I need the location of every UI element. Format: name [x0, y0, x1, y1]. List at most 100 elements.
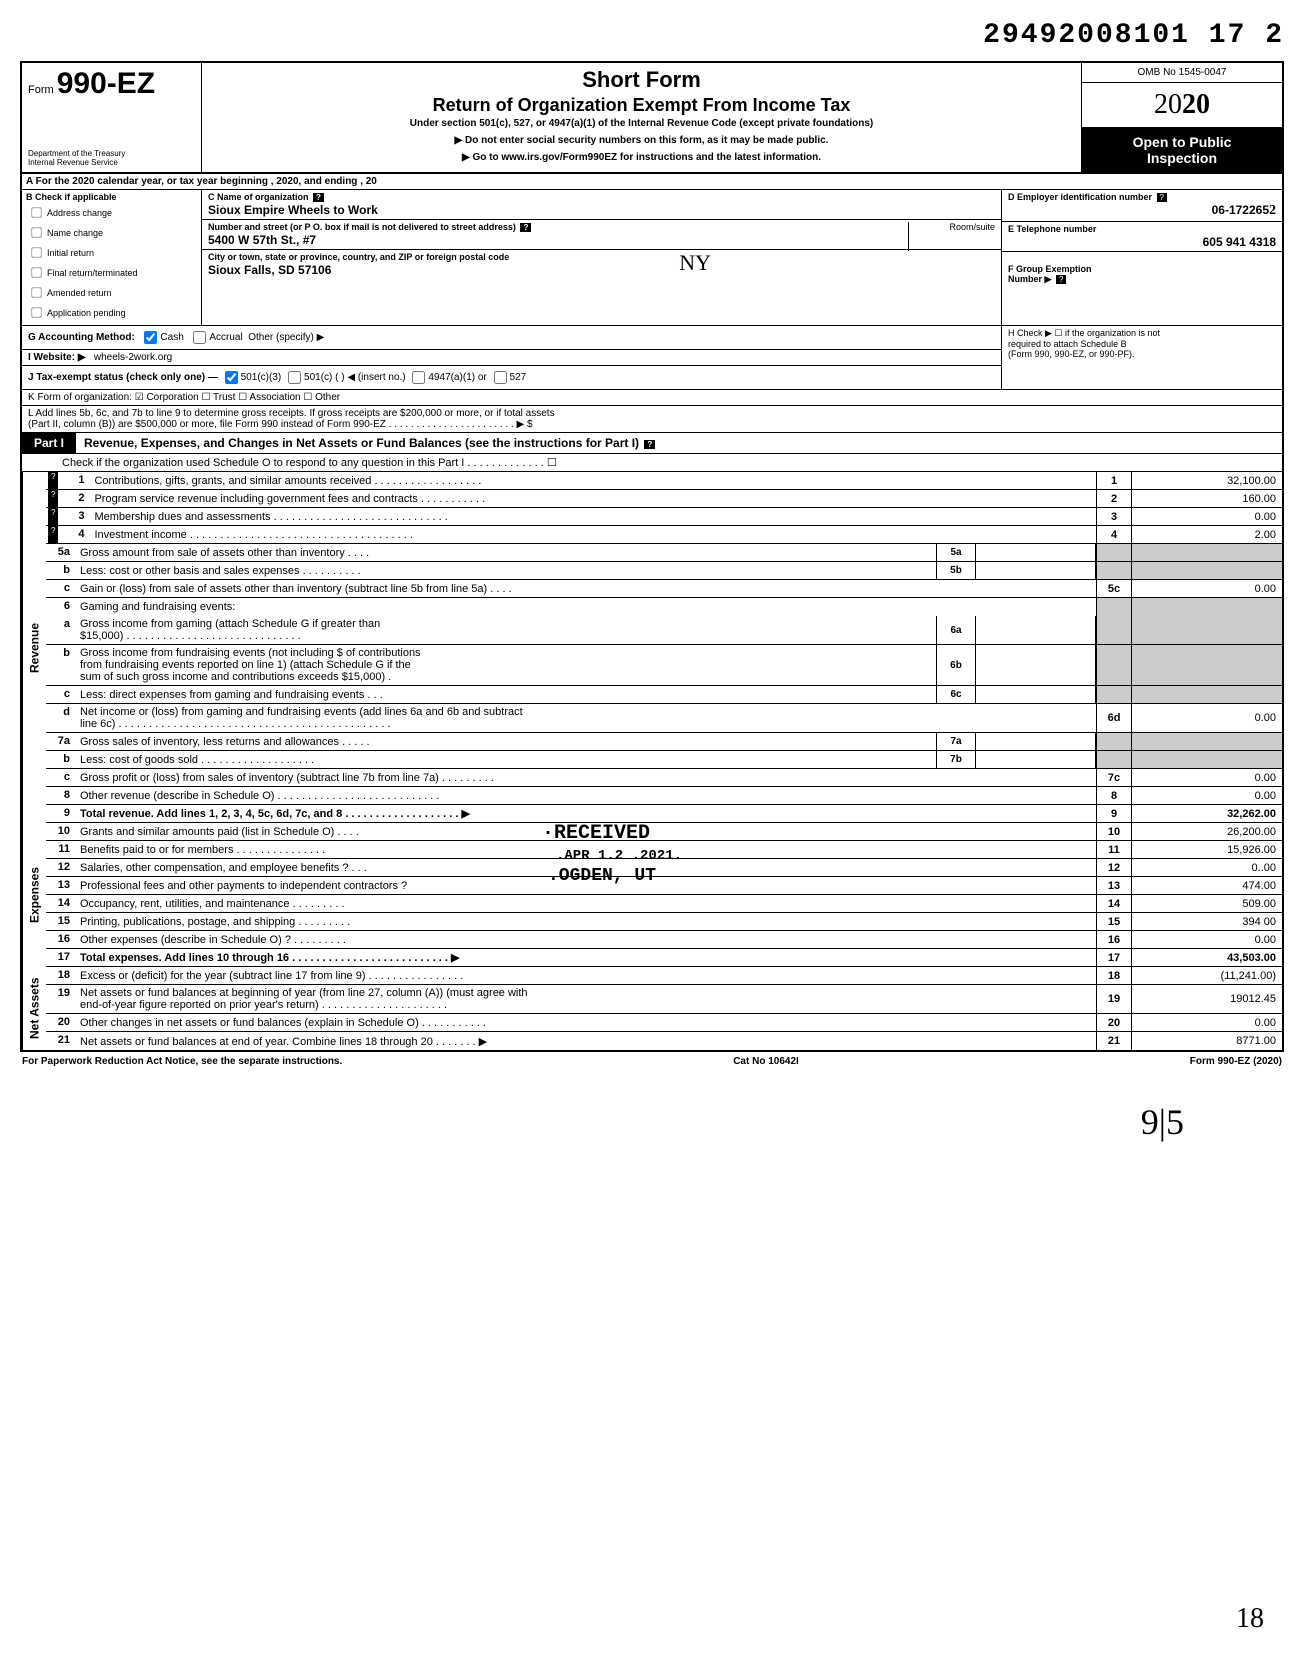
check-if-applicable: B Check if applicable Address change Nam…: [22, 190, 202, 325]
row-k: K Form of organization: ☑ Corporation ☐ …: [22, 390, 1282, 406]
room-suite-label: Room/suite: [908, 222, 995, 251]
line-14-value: 509.00: [1132, 895, 1282, 912]
handwritten-initials: 9|5: [20, 1101, 1284, 1143]
line-8: 8Other revenue (describe in Schedule O) …: [46, 787, 1282, 805]
cash-checkbox[interactable]: [144, 331, 157, 344]
city-state-zip: Sioux Falls, SD 57106: [208, 263, 995, 277]
line-13: 13Professional fees and other payments t…: [46, 877, 1282, 895]
line-6: 6Gaming and fundraising events:: [46, 598, 1282, 616]
handwritten-mark: NY: [679, 250, 711, 276]
help-icon[interactable]: ?: [48, 526, 58, 543]
check-name-change[interactable]: Name change: [26, 223, 197, 242]
line-14: 14Occupancy, rent, utilities, and mainte…: [46, 895, 1282, 913]
accrual-checkbox[interactable]: [193, 331, 206, 344]
section-bcdef: B Check if applicable Address change Nam…: [22, 190, 1282, 326]
line-7c-value: 0.00: [1132, 769, 1282, 786]
row-a-tax-year: A For the 2020 calendar year, or tax yea…: [22, 174, 1282, 190]
scanned-stamp-vertical: SCANNED APR 2 0 2021: [0, 640, 5, 866]
help-icon[interactable]: ?: [313, 193, 324, 202]
help-icon[interactable]: ?: [1056, 275, 1066, 284]
line-7b: bLess: cost of goods sold . . . . . . . …: [46, 751, 1282, 769]
line-6d: dNet income or (loss) from gaming and fu…: [46, 704, 1282, 733]
part1-label: Part I: [22, 433, 76, 453]
header-right: OMB No 1545-0047 2020 Open to Public Ins…: [1082, 63, 1282, 172]
line-5a: 5aGross amount from sale of assets other…: [46, 544, 1282, 562]
line-16: 16Other expenses (describe in Schedule O…: [46, 931, 1282, 949]
line-17: 17Total expenses. Add lines 10 through 1…: [46, 949, 1282, 967]
street-address: 5400 W 57th St., #7: [208, 233, 995, 247]
line-18: 18Excess or (deficit) for the year (subt…: [46, 967, 1282, 985]
line-2-value: 160.00: [1132, 490, 1282, 507]
help-icon[interactable]: ?: [48, 508, 58, 525]
line-19-value: 19012.45: [1132, 985, 1282, 1013]
cat-no: Cat No 10642I: [733, 1056, 799, 1067]
dept-treasury: Department of the Treasury Internal Reve…: [28, 150, 195, 168]
check-address-change[interactable]: Address change: [26, 203, 197, 222]
h-schedule-b: H Check ▶ ☐ if the organization is not r…: [1002, 326, 1282, 389]
help-icon[interactable]: ?: [644, 440, 655, 449]
line-21-value: 8771.00: [1132, 1032, 1282, 1050]
check-initial-return[interactable]: Initial return: [26, 243, 197, 262]
ghij-left: G Accounting Method: Cash Accrual Other …: [22, 326, 1002, 389]
line-1: ?1Contributions, gifts, grants, and simi…: [46, 472, 1282, 490]
line-4-value: 2.00: [1132, 526, 1282, 543]
expenses-lines: 10Grants and similar amounts paid (list …: [46, 823, 1282, 967]
document-number: 29492008101 17 2: [20, 20, 1284, 51]
line-9-value: 32,262.00: [1132, 805, 1282, 822]
accounting-method: G Accounting Method: Cash Accrual Other …: [22, 326, 1001, 350]
ssn-warning: ▶ Do not enter social security numbers o…: [210, 135, 1073, 146]
4947-checkbox[interactable]: [412, 371, 425, 384]
line-6a: aGross income from gaming (attach Schedu…: [46, 616, 1282, 645]
line-13-value: 474.00: [1132, 877, 1282, 894]
expenses-section: ·RECEIVED .APR 1.2 .2021. .OGDEN, UT Exp…: [22, 823, 1282, 967]
form-header: Form 990-EZ Department of the Treasury I…: [22, 63, 1282, 174]
line-5c: cGain or (loss) from sale of assets othe…: [46, 580, 1282, 598]
help-icon[interactable]: ?: [1157, 193, 1167, 202]
form-footer: For Paperwork Reduction Act Notice, see …: [20, 1052, 1284, 1071]
year-bold: 20: [1182, 89, 1210, 120]
check-pending[interactable]: Application pending: [26, 303, 197, 322]
line-15: 15Printing, publications, postage, and s…: [46, 913, 1282, 931]
part1-title: Revenue, Expenses, and Changes in Net As…: [76, 433, 1282, 453]
expenses-label: Expenses: [22, 823, 46, 967]
line-4: ?4Investment income . . . . . . . . . . …: [46, 526, 1282, 544]
goto-line: ▶ Go to www.irs.gov/Form990EZ for instru…: [210, 152, 1073, 163]
form-prefix: Form: [28, 84, 54, 96]
line-3-value: 0.00: [1132, 508, 1282, 525]
tax-exempt-status: J Tax-exempt status (check only one) — 5…: [22, 366, 1001, 389]
line-17-value: 43,503.00: [1132, 949, 1282, 966]
help-icon[interactable]: ?: [48, 472, 58, 489]
line-1-value: 32,100.00: [1132, 472, 1282, 489]
line-6d-value: 0.00: [1132, 704, 1282, 732]
paperwork-notice: For Paperwork Reduction Act Notice, see …: [22, 1056, 342, 1067]
year-prefix: 20: [1154, 89, 1182, 120]
501c3-checkbox[interactable]: [225, 371, 238, 384]
org-info: C Name of organization ? Sioux Empire Wh…: [202, 190, 1002, 325]
group-exemption-row: F Group Exemption Number ▶ ?: [1002, 252, 1282, 287]
line-5b: bLess: cost or other basis and sales exp…: [46, 562, 1282, 580]
line-11: 11Benefits paid to or for members . . . …: [46, 841, 1282, 859]
org-name: Sioux Empire Wheels to Work: [208, 203, 995, 217]
ein-row: D Employer identification number ? 06-17…: [1002, 190, 1282, 222]
form-page: SCANNED APR 2 0 2021 29492008101 17 2 Fo…: [20, 20, 1284, 1143]
line-10: 10Grants and similar amounts paid (list …: [46, 823, 1282, 841]
check-final-return[interactable]: Final return/terminated: [26, 263, 197, 282]
website-value: wheels-2work.org: [94, 352, 172, 363]
check-amended[interactable]: Amended return: [26, 283, 197, 302]
header-left: Form 990-EZ Department of the Treasury I…: [22, 63, 202, 172]
help-icon[interactable]: ?: [48, 490, 58, 507]
line-21: 21Net assets or fund balances at end of …: [46, 1032, 1282, 1050]
527-checkbox[interactable]: [494, 371, 507, 384]
line-3: ?3Membership dues and assessments . . . …: [46, 508, 1282, 526]
form-ref: Form 990-EZ (2020): [1190, 1056, 1282, 1067]
line-10-value: 26,200.00: [1132, 823, 1282, 840]
help-icon[interactable]: ?: [520, 223, 531, 232]
501c-checkbox[interactable]: [288, 371, 301, 384]
check-schedule-o: Check if the organization used Schedule …: [22, 454, 1282, 472]
ein-handwritten: 2: [1269, 203, 1276, 218]
line-19: 19Net assets or fund balances at beginni…: [46, 985, 1282, 1014]
header-center: Short Form Return of Organization Exempt…: [202, 63, 1082, 172]
line-12: 12Salaries, other compensation, and empl…: [46, 859, 1282, 877]
return-title: Return of Organization Exempt From Incom…: [210, 95, 1073, 116]
line-6c: cLess: direct expenses from gaming and f…: [46, 686, 1282, 704]
